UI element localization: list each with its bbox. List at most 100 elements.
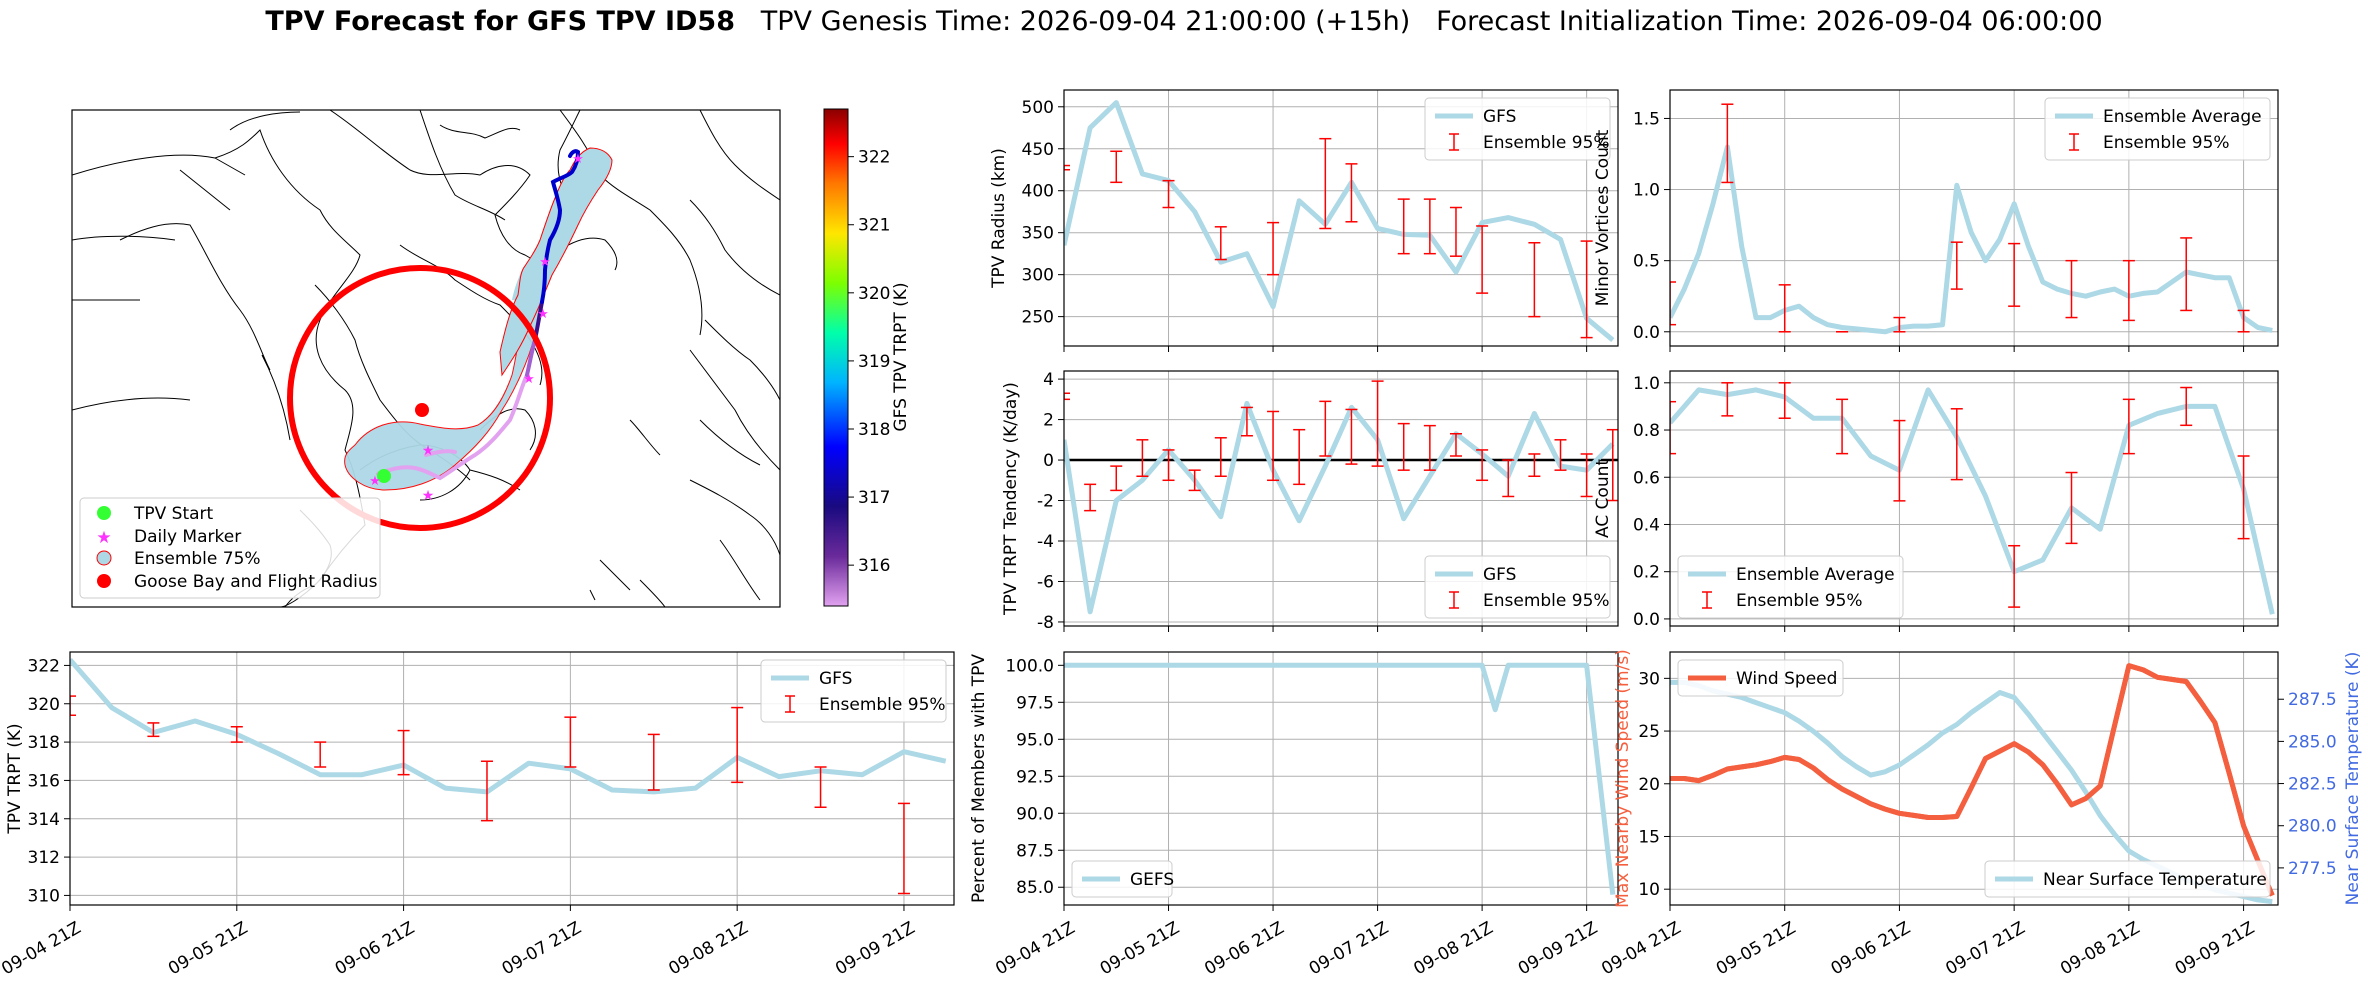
legend-label: Ensemble 95%	[1483, 591, 1610, 611]
tpv-start-marker	[377, 469, 391, 483]
x-tick-label: 09-05 21Z	[1097, 918, 1183, 979]
x-tick-label: 09-07 21Z	[1942, 918, 2028, 979]
legend: Wind Speed	[1677, 659, 1844, 697]
x-tick-label: 09-04 21Z	[992, 918, 1078, 979]
x-tick-label: 09-04 21Z	[1598, 918, 1684, 979]
plot-frame	[1669, 370, 2279, 627]
y2-tick-label: 277.5	[2288, 859, 2337, 879]
colorbar-tick-label: 317	[858, 488, 890, 508]
y-tick-label: 97.5	[1016, 693, 1054, 713]
y-tick-label: 0.4	[1633, 515, 1660, 535]
colorbar-tick-label: 318	[858, 420, 890, 440]
y2-tick-label: 282.5	[2288, 775, 2337, 795]
legend-tpv-start-icon	[97, 506, 111, 520]
y-tick-label: 320	[28, 695, 60, 715]
y-tick-label: 85.0	[1016, 878, 1054, 898]
legend-goose-bay-icon	[97, 574, 111, 588]
legend-label: Near Surface Temperature	[2043, 870, 2267, 890]
y-tick-label: 15	[1638, 827, 1660, 847]
y-axis-label: Max Nearby Wind Speed (m/s)	[1613, 649, 1633, 908]
daily-marker: ★	[537, 307, 549, 322]
legend-box	[2044, 97, 2271, 161]
legend-goose-bay: Goose Bay and Flight Radius	[134, 572, 378, 592]
legend: GEFS	[1071, 860, 1174, 898]
x-tick-label: 09-06 21Z	[1828, 918, 1914, 979]
y-tick-label: -6	[1037, 572, 1054, 592]
legend-box	[1677, 659, 1844, 697]
y-tick-label: -4	[1037, 532, 1054, 552]
daily-marker: ★	[523, 372, 535, 387]
plot-frame	[69, 651, 955, 906]
x-tick-label: 09-04 21Z	[0, 918, 85, 979]
y-tick-label: 1.5	[1633, 109, 1660, 129]
flight-radius-circle	[287, 265, 553, 531]
colorbar-tick-label: 316	[858, 556, 890, 576]
daily-marker: ★	[422, 488, 435, 504]
y2-tick-label: 287.5	[2288, 690, 2337, 710]
plot-frame	[1669, 89, 2279, 347]
y-tick-label: 250	[1022, 308, 1054, 328]
x-tick-label: 09-08 21Z	[1410, 918, 1496, 979]
radius-panel: 250 300 350 400 450 500 TPV Radius (km) GFS Ense…	[989, 89, 1619, 352]
y-tick-label: 350	[1022, 224, 1054, 244]
minor-vortices-panel: 0.0 0.5 1.0 1.5 Minor Vortices Count Ensemble…	[1593, 89, 2279, 352]
y-tick-label: 322	[28, 656, 60, 676]
y-tick-label: 1.0	[1633, 181, 1660, 201]
ac-count-panel: 0.0 0.2 0.4 0.6 0.8 1.0 AC Count Ensemble Avera…	[1593, 370, 2279, 632]
x-tick-label: 09-07 21Z	[1306, 918, 1392, 979]
x-tick-label: 09-05 21Z	[1713, 918, 1799, 979]
y-tick-label: 0.8	[1633, 421, 1660, 441]
colorbar-label: GFS TPV TRPT (K)	[891, 282, 911, 431]
legend-ensemble-75: Ensemble 75%	[134, 549, 261, 569]
legend-tpv-start: TPV Start	[133, 504, 214, 524]
x-tick-label: 09-06 21Z	[332, 918, 418, 979]
series-line	[1064, 400, 1615, 615]
wind-line	[1670, 663, 2275, 897]
plot-marks	[1064, 100, 1615, 343]
legend-label: Ensemble 95%	[1483, 133, 1610, 153]
y-tick-label: 0.0	[1633, 610, 1660, 630]
x-tick-label: 09-08 21Z	[665, 918, 751, 979]
daily-marker: ★	[539, 255, 551, 270]
daily-marker: ★	[572, 152, 584, 167]
series-line	[1670, 387, 2275, 615]
legend-daily-marker-icon: ★	[96, 528, 111, 548]
x-tick-label: 09-09 21Z	[2172, 918, 2258, 979]
trpt-panel: 310 312 314 316 318 320 322 09-04 21Z 09-05 21Z 0…	[0, 651, 955, 979]
legend-label: GFS	[1483, 107, 1516, 127]
plot-marks	[1064, 662, 1616, 895]
y-tick-label: 100.0	[1005, 656, 1054, 676]
legend-label: GFS	[1483, 565, 1516, 585]
y-axis-label: TPV TRPT Tendency (K/day)	[1001, 382, 1021, 616]
figure-title: TPV Forecast for GFS TPV ID58 TPV Genesi…	[0, 6, 2368, 37]
plot-marks	[1670, 103, 2273, 335]
y-tick-label: 95.0	[1016, 730, 1054, 750]
y-axis-label: AC Count	[1593, 459, 1613, 538]
legend-label: Ensemble 95%	[2103, 133, 2230, 153]
y-tick-label: 1.0	[1633, 374, 1660, 394]
y-tick-label: 314	[28, 810, 60, 830]
map-legend-box	[79, 497, 381, 599]
legend-label: GEFS	[1130, 870, 1174, 890]
legend-label: Wind Speed	[1736, 669, 1837, 689]
goose-bay-marker	[415, 403, 429, 417]
figure-title-main: TPV Forecast for GFS TPV ID58	[265, 6, 735, 37]
legend-label: Ensemble 95%	[819, 695, 946, 715]
daily-marker: ★	[369, 474, 381, 489]
ensemble-75-region	[344, 147, 613, 491]
plot-marks	[70, 658, 947, 895]
legend-daily-marker: Daily Marker	[134, 527, 241, 547]
series-line	[1064, 100, 1615, 343]
colorbar-tick-label: 322	[858, 148, 890, 168]
y-tick-label: 0	[1043, 451, 1054, 471]
map-legend: TPV Start ★ Daily Marker Ensemble 75% Go…	[79, 497, 381, 599]
y-tick-label: 10	[1638, 880, 1660, 900]
daily-marker: ★	[422, 443, 435, 459]
y-axis-label: Percent of Members with TPV	[969, 654, 989, 903]
x-tick-label: 09-07 21Z	[499, 918, 585, 979]
legend: GFS Ensemble 95%	[1424, 97, 1611, 161]
legend: GFS Ensemble 95%	[760, 659, 947, 723]
colorbar-ticks: 316 317 318 319 320 321 322	[848, 148, 890, 576]
y-tick-label: 30	[1638, 669, 1660, 689]
